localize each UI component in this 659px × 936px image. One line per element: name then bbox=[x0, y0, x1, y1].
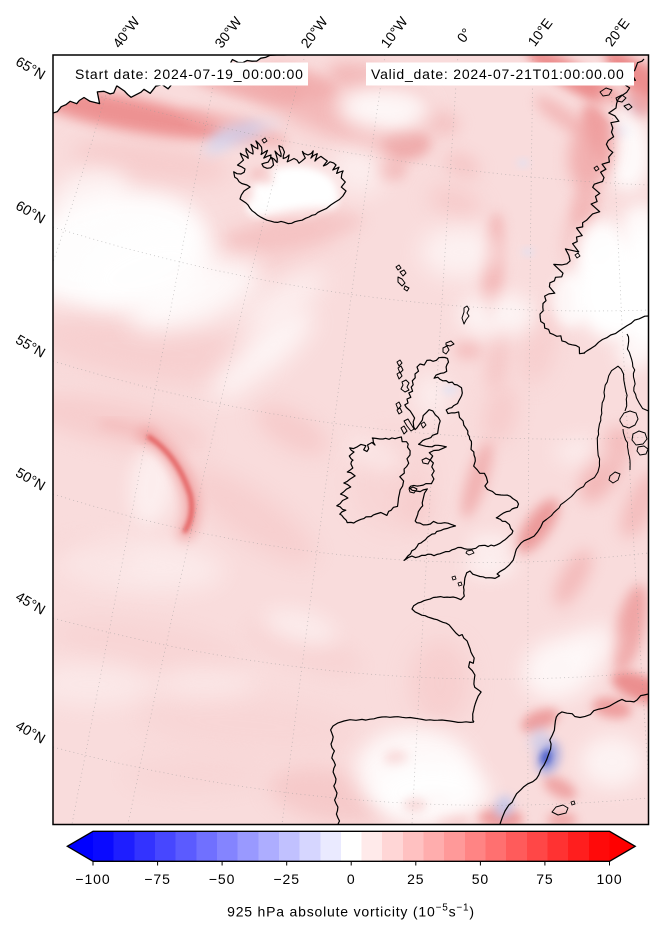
svg-text:10°W: 10°W bbox=[377, 13, 411, 51]
svg-text:0°: 0° bbox=[454, 25, 475, 45]
svg-text:25: 25 bbox=[407, 871, 424, 887]
svg-text:55°N: 55°N bbox=[13, 331, 48, 360]
svg-text:75: 75 bbox=[536, 871, 553, 887]
svg-text:10°E: 10°E bbox=[524, 15, 555, 49]
svg-text:45°N: 45°N bbox=[13, 588, 48, 617]
svg-text:−75: −75 bbox=[144, 871, 170, 887]
svg-text:−50: −50 bbox=[209, 871, 235, 887]
svg-text:40°N: 40°N bbox=[13, 717, 48, 746]
svg-text:50: 50 bbox=[472, 871, 489, 887]
svg-text:−25: −25 bbox=[273, 871, 299, 887]
svg-text:0: 0 bbox=[347, 871, 356, 887]
svg-text:60°N: 60°N bbox=[13, 197, 48, 226]
svg-text:30°W: 30°W bbox=[211, 13, 245, 51]
svg-text:Valid_date: 2024-07-21T01:00:0: Valid_date: 2024-07-21T01:00:00.00 bbox=[371, 66, 625, 82]
svg-text:20°E: 20°E bbox=[601, 15, 632, 49]
svg-text:50°N: 50°N bbox=[13, 464, 48, 493]
svg-text:Start date: 2024-07-19_00:00:0: Start date: 2024-07-19_00:00:00 bbox=[75, 66, 304, 82]
svg-text:40°W: 40°W bbox=[109, 13, 143, 51]
svg-text:20°W: 20°W bbox=[297, 13, 331, 51]
svg-text:−100: −100 bbox=[75, 871, 110, 887]
svg-text:925 hPa absolute vorticity (10: 925 hPa absolute vorticity (10−5s−1) bbox=[227, 903, 475, 920]
svg-text:65°N: 65°N bbox=[13, 53, 48, 82]
svg-text:100: 100 bbox=[596, 871, 622, 887]
